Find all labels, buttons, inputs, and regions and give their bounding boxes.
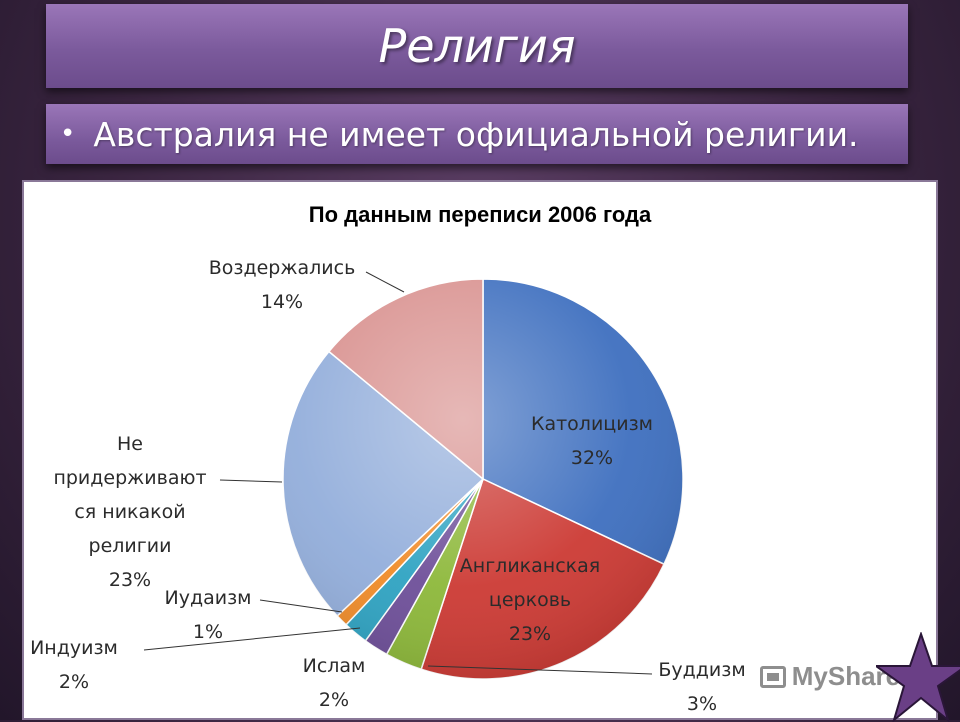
leader-line [427, 665, 653, 675]
chart-title: По данным переписи 2006 года [309, 202, 652, 227]
subtitle-text: Австралия не имеет официальной религии. [93, 114, 859, 154]
slice-name-label: Индуизм [30, 637, 118, 659]
subtitle-bar: • Австралия не имеет официальной религии… [46, 104, 908, 164]
pie-slices [282, 278, 684, 680]
bullet-icon: • [60, 119, 76, 149]
leader-line [143, 627, 361, 651]
star-icon [876, 632, 960, 722]
slice-name-label: придерживают [53, 467, 206, 489]
slice-name-label: ся никакой [74, 501, 185, 523]
leader-line [259, 599, 343, 613]
chart-panel: По данным переписи 2006 года Католицизм 3… [22, 180, 938, 720]
slice-percent-label: 2% [59, 671, 89, 693]
slice-percent-label: 3% [687, 693, 717, 715]
leader-lines [143, 271, 653, 675]
slice-name-label: Ислам [303, 655, 366, 677]
slice-percent-label: 14% [261, 291, 303, 313]
slice-name-label: религии [89, 535, 172, 557]
slice-name-label: Не [117, 433, 143, 455]
slide-title-bar: Религия [46, 4, 908, 88]
pie-chart: По данным переписи 2006 года Католицизм 3… [30, 202, 746, 715]
slice-percent-label: 32% [571, 447, 613, 469]
slice-name-label: Воздержались [209, 257, 356, 279]
slice-name-label: Католицизм [531, 413, 653, 435]
myshared-logo-icon [759, 665, 786, 688]
slice-percent-label: 2% [319, 689, 349, 711]
slice-percent-label: 23% [509, 623, 551, 645]
slice-name-label: церковь [489, 589, 571, 611]
slide-title: Религия [378, 19, 576, 73]
slice-name-label: Буддизм [658, 659, 745, 681]
slice-percent-label: 1% [193, 621, 223, 643]
slice-name-label: Иудаизм [164, 587, 251, 609]
slice-percent-label: 23% [109, 569, 151, 591]
leader-line [219, 479, 283, 483]
leader-line [365, 271, 405, 293]
slice-name-label: Англиканская [460, 555, 600, 577]
slice-labels: Католицизм 32% Англиканская церковь 23% Будди… [30, 257, 746, 715]
